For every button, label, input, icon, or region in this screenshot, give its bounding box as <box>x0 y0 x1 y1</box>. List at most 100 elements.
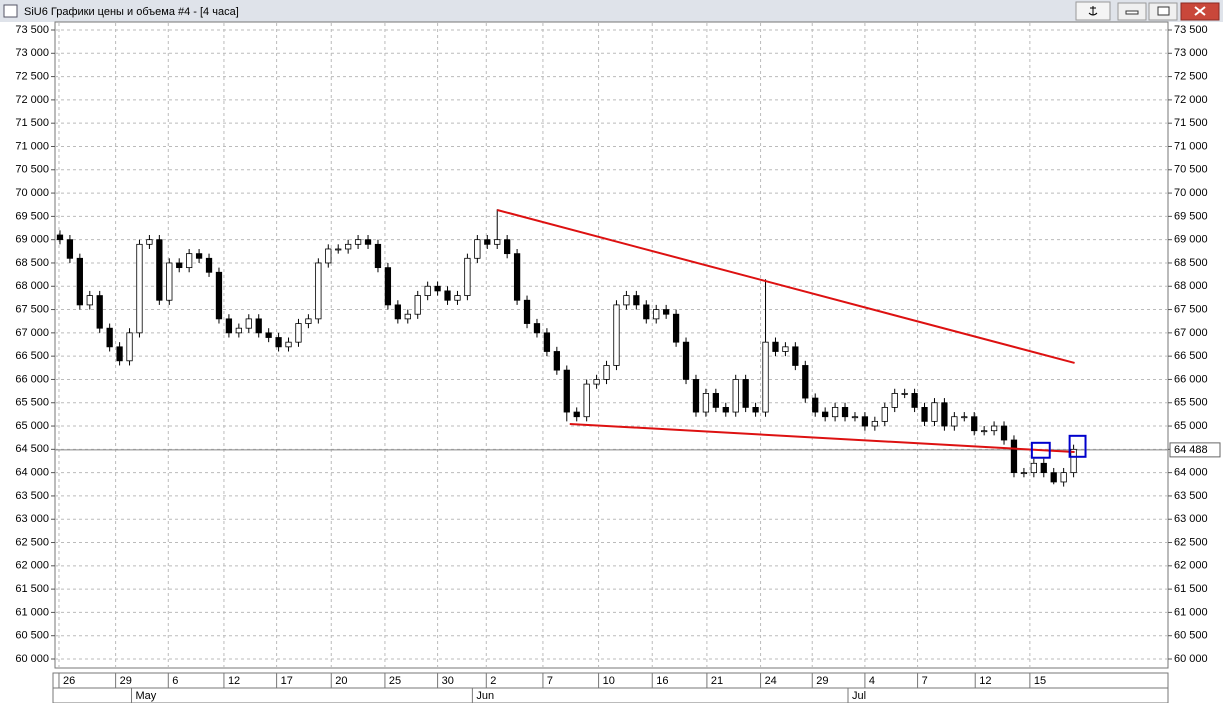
candle-body <box>364 239 372 245</box>
y-tick-label-right: 73 000 <box>1174 47 1208 59</box>
candle-body <box>354 239 362 245</box>
candle-body <box>692 379 700 413</box>
candle-body <box>504 239 511 255</box>
y-tick-label: 63 000 <box>15 513 49 525</box>
x-tick-label: 12 <box>979 675 991 687</box>
candle-body <box>275 337 282 348</box>
y-tick-label-right: 67 000 <box>1174 327 1208 339</box>
candle-body <box>603 365 610 380</box>
candle-body <box>672 313 680 343</box>
candle-body <box>573 411 580 418</box>
candle-body <box>235 327 242 334</box>
candle-body <box>831 406 839 418</box>
y-tick-label-right: 70 500 <box>1174 164 1208 176</box>
candle-body <box>802 365 809 399</box>
candle-body <box>325 248 332 264</box>
y-tick-label-right: 63 000 <box>1174 513 1208 525</box>
month-label: Jul <box>852 690 866 702</box>
candle-body <box>841 406 849 418</box>
candle-body <box>1020 472 1028 475</box>
candle-body <box>335 248 342 251</box>
candle-body <box>1000 425 1008 441</box>
candle-body <box>96 295 103 329</box>
candle-body <box>643 304 650 320</box>
highlight-box <box>1030 441 1051 459</box>
y-tick-label: 70 500 <box>15 164 49 176</box>
candle-body <box>861 416 869 427</box>
candle-body <box>66 239 74 259</box>
y-tick-label: 70 000 <box>15 187 49 199</box>
candle-body <box>76 257 83 306</box>
candle-body <box>1030 462 1037 474</box>
candle-body <box>782 346 789 352</box>
y-tick-label-right: 60 500 <box>1174 630 1208 642</box>
candle-body <box>454 295 461 301</box>
highlight-box <box>1068 434 1087 458</box>
candle-body <box>215 271 223 320</box>
candle-body <box>305 318 312 324</box>
y-tick-label: 60 500 <box>15 630 49 642</box>
candle-body <box>981 430 988 433</box>
candle-body <box>971 416 978 432</box>
candle-body <box>186 253 193 269</box>
candle-body <box>653 309 660 320</box>
minimize-icon <box>1125 10 1139 15</box>
candle-body <box>424 285 431 296</box>
y-tick-label: 61 500 <box>15 583 49 595</box>
y-tick-label-right: 71 000 <box>1174 140 1208 152</box>
candle-body <box>752 406 759 413</box>
candle-body <box>593 379 600 385</box>
y-tick-label-right: 67 500 <box>1174 303 1208 315</box>
x-tick-label: 15 <box>1034 675 1046 687</box>
y-tick-label-right: 73 500 <box>1174 24 1208 36</box>
y-tick-label: 62 500 <box>15 536 49 548</box>
y-tick-label: 73 000 <box>15 47 49 59</box>
y-tick-label-right: 69 500 <box>1174 210 1208 222</box>
candle-body <box>195 253 203 259</box>
candle-body <box>156 239 163 301</box>
x-tick-label: 7 <box>922 675 928 687</box>
candle-body <box>255 318 262 334</box>
y-tick-label-right: 72 500 <box>1174 70 1208 82</box>
x-tick-label: 4 <box>869 675 875 687</box>
candle-body <box>345 243 352 250</box>
candle-body <box>543 332 551 352</box>
y-tick-label: 68 500 <box>15 257 49 269</box>
x-tick-label: 12 <box>228 675 240 687</box>
candle-body <box>414 295 421 315</box>
y-tick-label-right: 60 000 <box>1174 653 1208 665</box>
candle-body <box>931 402 938 422</box>
x-tick-label: 25 <box>389 675 401 687</box>
y-tick-label: 69 500 <box>15 210 49 222</box>
candle-body <box>881 406 888 422</box>
y-tick-label: 71 000 <box>15 140 49 152</box>
x-tick-label: 10 <box>603 675 615 687</box>
candle-body <box>613 304 620 366</box>
candle-body <box>146 239 153 245</box>
x-tick-label: 26 <box>63 675 75 687</box>
candle-body <box>553 351 560 371</box>
candle-body <box>245 318 252 329</box>
y-tick-label: 62 000 <box>15 560 49 572</box>
y-tick-label-right: 68 000 <box>1174 280 1208 292</box>
last-price-label: 64 488 <box>1174 444 1208 456</box>
candle-body <box>404 313 411 320</box>
y-tick-label: 65 500 <box>15 397 49 409</box>
candle-body <box>951 416 958 427</box>
y-tick-label-right: 66 500 <box>1174 350 1208 362</box>
candle-body <box>702 393 710 413</box>
candle-body <box>444 290 451 301</box>
y-tick-label-right: 71 500 <box>1174 117 1208 129</box>
x-tick-label: 16 <box>656 675 668 687</box>
y-tick-label-right: 61 000 <box>1174 606 1208 618</box>
candle-body <box>523 299 531 324</box>
candle-body <box>722 406 729 413</box>
candle-body <box>682 341 690 380</box>
y-tick-label: 71 500 <box>15 117 49 129</box>
y-tick-label-right: 70 000 <box>1174 187 1208 199</box>
candle-body <box>851 416 859 419</box>
x-tick-label: 29 <box>816 675 828 687</box>
y-tick-label-right: 62 500 <box>1174 536 1208 548</box>
candle-body <box>1070 448 1077 474</box>
